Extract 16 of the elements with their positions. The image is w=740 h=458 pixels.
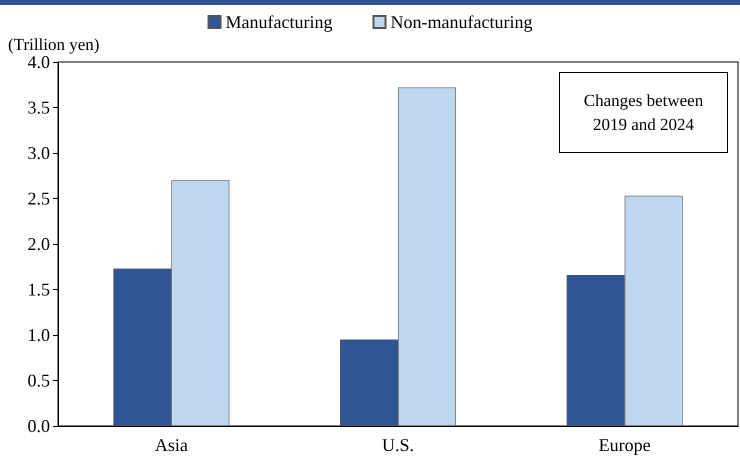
y-tick-label: 1.0 xyxy=(28,325,50,345)
legend-label: Manufacturing xyxy=(226,12,333,32)
y-tick-label: 2.0 xyxy=(28,234,50,254)
y-tick-label: 3.0 xyxy=(28,143,50,163)
legend-label: Non-manufacturing xyxy=(390,12,532,32)
y-tick-label: 3.5 xyxy=(28,98,50,118)
y-axis-title: (Trillion yen) xyxy=(8,35,100,54)
y-tick-label: 1.5 xyxy=(28,280,50,300)
x-tick-label: Europe xyxy=(598,435,651,455)
y-tick-label: 0.0 xyxy=(28,416,50,436)
x-tick-label: U.S. xyxy=(382,435,414,455)
y-tick-label: 0.5 xyxy=(28,370,50,390)
y-tick-label: 4.0 xyxy=(28,52,50,72)
x-tick-label: Asia xyxy=(154,435,188,455)
y-tick-label: 2.5 xyxy=(28,188,50,208)
annotation: Changes between 2019 and 2024 xyxy=(584,91,704,134)
